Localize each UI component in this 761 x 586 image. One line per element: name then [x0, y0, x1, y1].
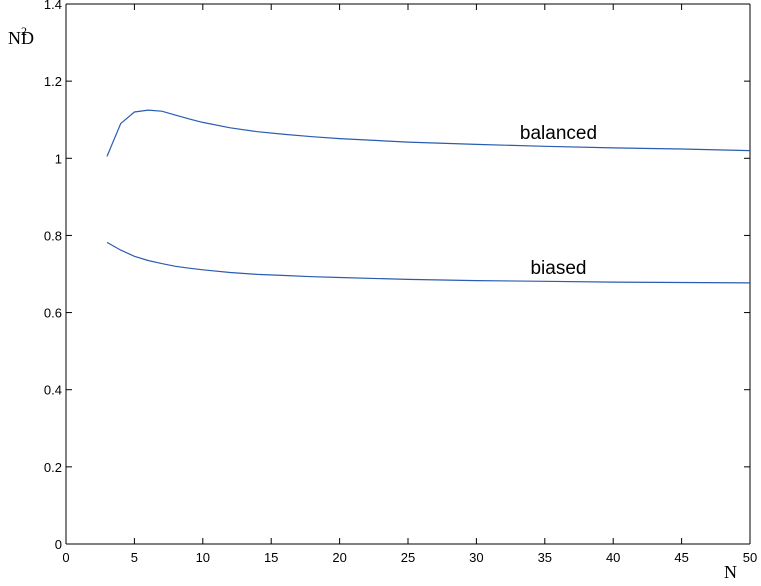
- x-tick-label: 10: [196, 550, 210, 565]
- axes: [65, 3, 751, 545]
- series-lines: [106, 109, 751, 284]
- y-tick-label: 1: [55, 151, 62, 166]
- y-axis-title-base: N: [8, 28, 21, 48]
- y-tick-label: 0: [55, 537, 62, 552]
- y-tick-label: 0.2: [44, 460, 62, 475]
- y-tick-label: 1.2: [44, 74, 62, 89]
- series-label-biased: biased: [530, 258, 586, 279]
- y-tick-label: 0.6: [44, 306, 62, 321]
- y-axis-title-sub: D: [21, 28, 34, 48]
- series-line-balanced: [106, 109, 751, 157]
- x-tick-label: 40: [606, 550, 620, 565]
- x-tick-label: 50: [743, 550, 757, 565]
- y-tick-label: 0.8: [44, 228, 62, 243]
- series-label-balanced: balanced: [520, 123, 597, 144]
- y-axis-title-sup: 2: [21, 24, 27, 38]
- x-tick-label: 25: [401, 550, 415, 565]
- y-tick-label: 1.4: [44, 0, 62, 12]
- x-ticks: 0 5 10 15 20 25 30 35 40 45 50: [62, 4, 757, 565]
- y-axis-title: N2D: [8, 24, 34, 48]
- x-tick-label: 5: [131, 550, 138, 565]
- x-tick-label: 45: [674, 550, 688, 565]
- x-axis-title: N: [724, 562, 737, 582]
- x-tick-label: 0: [62, 550, 69, 565]
- y-ticks: 0 0.2 0.4 0.6 0.8 1 1.2 1.4: [44, 0, 750, 552]
- y-tick-label: 0.4: [44, 383, 62, 398]
- x-tick-label: 35: [538, 550, 552, 565]
- annotations: balanced biased: [520, 123, 597, 279]
- x-tick-label: 30: [469, 550, 483, 565]
- x-tick-label: 15: [264, 550, 278, 565]
- x-tick-label: 20: [332, 550, 346, 565]
- series-line-biased: [106, 241, 751, 284]
